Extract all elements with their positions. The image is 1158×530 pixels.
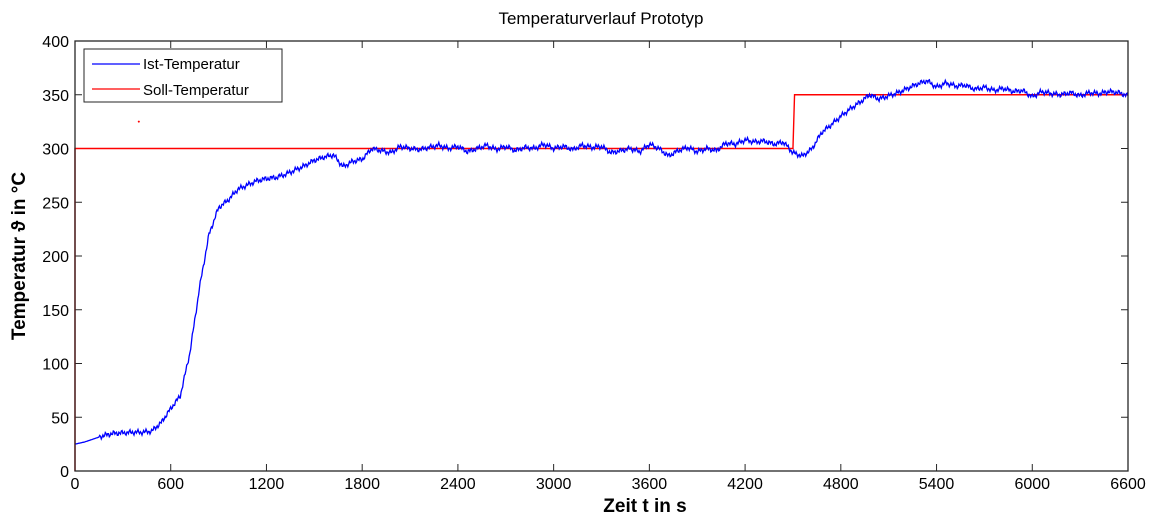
- y-axis-label: Temperatur ϑ in °C: [9, 172, 30, 340]
- y-tick-label: 100: [42, 357, 69, 374]
- y-tick-label: 350: [42, 88, 69, 105]
- legend-label-soll: Soll-Temperatur: [143, 82, 249, 99]
- y-tick-label: 300: [42, 142, 69, 159]
- y-tick-label: 50: [51, 410, 69, 427]
- x-tick-label: 6600: [1110, 476, 1146, 493]
- legend-label-ist: Ist-Temperatur: [143, 56, 240, 73]
- stray-data-point: [137, 120, 140, 123]
- y-tick-label: 150: [42, 303, 69, 320]
- y-tick-label: 400: [42, 34, 69, 51]
- legend: Ist-Temperatur Soll-Temperatur: [83, 48, 283, 103]
- x-axis-label: Zeit t in s: [603, 496, 686, 517]
- y-tick-label: 250: [42, 195, 69, 212]
- series-line-soll-temperatur: [74, 94, 1128, 471]
- x-tick-label: 1800: [344, 476, 380, 493]
- x-tick-label: 0: [71, 476, 80, 493]
- x-tick-label: 4200: [727, 476, 763, 493]
- x-tick-label: 1200: [249, 476, 285, 493]
- plot-area-frame: [74, 40, 1129, 472]
- y-tick-label: 0: [60, 464, 69, 481]
- y-tick-label: 200: [42, 249, 69, 266]
- x-tick-label: 3600: [632, 476, 668, 493]
- x-tick-label: 6000: [1014, 476, 1050, 493]
- series-line-ist-temperatur: [74, 78, 1129, 445]
- x-tick-label: 4800: [823, 476, 859, 493]
- chart-title: Temperaturverlauf Prototyp: [498, 9, 703, 28]
- x-tick-label: 600: [157, 476, 184, 493]
- x-tick-label: 2400: [440, 476, 476, 493]
- x-tick-label: 5400: [919, 476, 955, 493]
- x-tick-label: 3000: [536, 476, 572, 493]
